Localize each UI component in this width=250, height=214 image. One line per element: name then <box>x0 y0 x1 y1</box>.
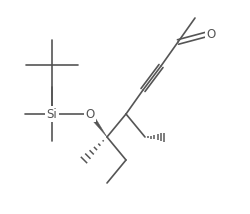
Text: Si: Si <box>46 107 57 120</box>
Polygon shape <box>88 113 106 137</box>
Text: O: O <box>206 28 215 40</box>
Text: O: O <box>85 107 94 120</box>
